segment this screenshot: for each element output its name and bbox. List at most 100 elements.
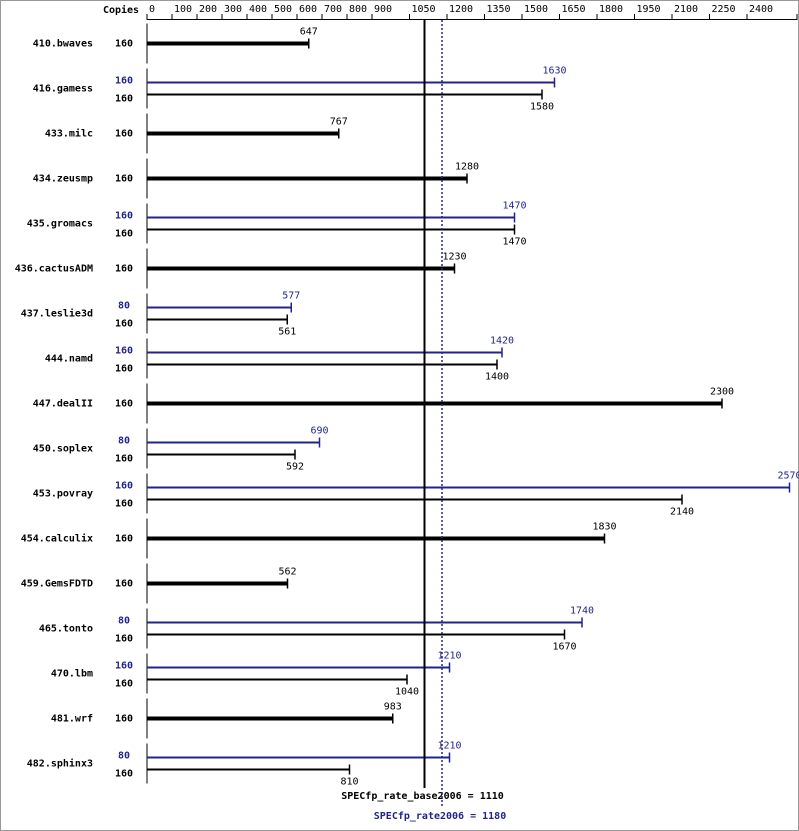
copies-label: 160 (115, 319, 133, 330)
bar (147, 306, 292, 309)
copies-label: 160 (115, 129, 133, 140)
x-tick-label: 0 (149, 4, 155, 15)
reference-label: SPECfp_rate2006 = 1180 (374, 811, 506, 822)
x-tick-label: 400 (249, 4, 267, 15)
x-tick-label: 2400 (749, 4, 773, 15)
category-label: 454.calculix (21, 533, 93, 545)
value-label: 1280 (455, 162, 479, 173)
bar (147, 441, 320, 444)
value-label: 1630 (542, 66, 566, 77)
copies-label: 160 (115, 534, 133, 545)
x-tick-label: 500 (274, 4, 292, 15)
bar (147, 678, 407, 681)
x-tick-label: 1800 (599, 4, 623, 15)
bar (147, 318, 288, 321)
category-label: 435.gromacs (27, 219, 93, 230)
x-tick-label: 200 (199, 4, 217, 15)
copies-label: 160 (115, 174, 133, 185)
bar (147, 216, 515, 219)
copies-label: 160 (115, 76, 133, 87)
copies-label: 160 (115, 399, 133, 410)
copies-label: 160 (115, 661, 133, 672)
copies-label: 80 (118, 616, 130, 627)
bar (147, 228, 515, 231)
bar (147, 93, 542, 96)
copies-label: 160 (115, 634, 133, 645)
category-label: 459.GemsFDTD (21, 579, 93, 590)
x-tick-label: 300 (224, 4, 242, 15)
x-tick-label: 2250 (712, 4, 736, 15)
bar (147, 81, 555, 84)
x-tick-label: 800 (349, 4, 367, 15)
copies-label: 160 (115, 211, 133, 222)
category-label: 447.dealII (33, 399, 93, 410)
copies-label: 80 (118, 751, 130, 762)
bar (147, 756, 450, 759)
bar (147, 351, 502, 354)
category-label: 481.wrf (51, 714, 93, 725)
copies-label: 160 (115, 94, 133, 105)
bar (147, 498, 682, 501)
copies-label: 160 (115, 39, 133, 50)
x-tick-label: 1200 (449, 4, 473, 15)
copies-label: 160 (115, 499, 133, 510)
category-label: 453.povray (33, 489, 93, 500)
value-label: 1830 (592, 522, 616, 533)
x-tick-label: 1650 (562, 4, 586, 15)
x-tick-label: 100 (174, 4, 192, 15)
copies-label: 160 (115, 769, 133, 780)
value-label: 1210 (437, 741, 461, 752)
copies-label: 160 (115, 481, 133, 492)
copies-label: 160 (115, 679, 133, 690)
copies-label: 160 (115, 364, 133, 375)
copies-label: 80 (118, 436, 130, 447)
copies-label: 160 (115, 229, 133, 240)
bar (147, 131, 339, 136)
category-label: 465.tonto (39, 624, 93, 635)
category-label: 433.milc (45, 128, 93, 140)
category-label: 416.gamess (33, 84, 93, 95)
bar (147, 621, 582, 624)
value-label: 2570 (777, 471, 799, 482)
category-label: 436.cactusADM (15, 264, 93, 275)
copies-label: 160 (115, 346, 133, 357)
category-label: 410.bwaves (33, 39, 93, 50)
bar (147, 486, 790, 489)
value-label: 592 (286, 462, 304, 473)
copies-label: 80 (118, 301, 130, 312)
bar (147, 768, 350, 771)
bar (147, 401, 722, 406)
bar (147, 363, 497, 366)
value-label: 2300 (710, 387, 734, 398)
copies-label: 160 (115, 714, 133, 725)
category-label: 470.lbm (51, 669, 93, 680)
bar (147, 41, 309, 46)
reference-label: SPECfp_rate_base2006 = 1110 (341, 791, 504, 802)
value-label: 647 (300, 27, 318, 38)
copies-label: 160 (115, 454, 133, 465)
value-label: 767 (330, 117, 348, 128)
value-label: 577 (282, 291, 300, 302)
bar (147, 633, 565, 636)
x-tick-label: 1050 (412, 4, 436, 15)
value-label: 1670 (552, 642, 576, 653)
category-label: 444.namd (45, 354, 93, 365)
x-tick-label: 600 (299, 4, 317, 15)
bar (147, 266, 455, 271)
value-label: 562 (278, 567, 296, 578)
category-label: 434.zeusmp (33, 174, 93, 185)
copies-header: Copies (103, 4, 139, 16)
value-label: 1040 (395, 687, 419, 698)
value-label: 1420 (490, 336, 514, 347)
category-label: 450.soplex (33, 444, 93, 455)
x-tick-label: 1350 (487, 4, 511, 15)
bar (147, 716, 393, 721)
value-label: 1230 (442, 252, 466, 263)
value-label: 561 (278, 327, 296, 338)
copies-label: 160 (115, 579, 133, 590)
bar (147, 176, 467, 181)
value-label: 1470 (502, 237, 526, 248)
x-tick-label: 700 (324, 4, 342, 15)
